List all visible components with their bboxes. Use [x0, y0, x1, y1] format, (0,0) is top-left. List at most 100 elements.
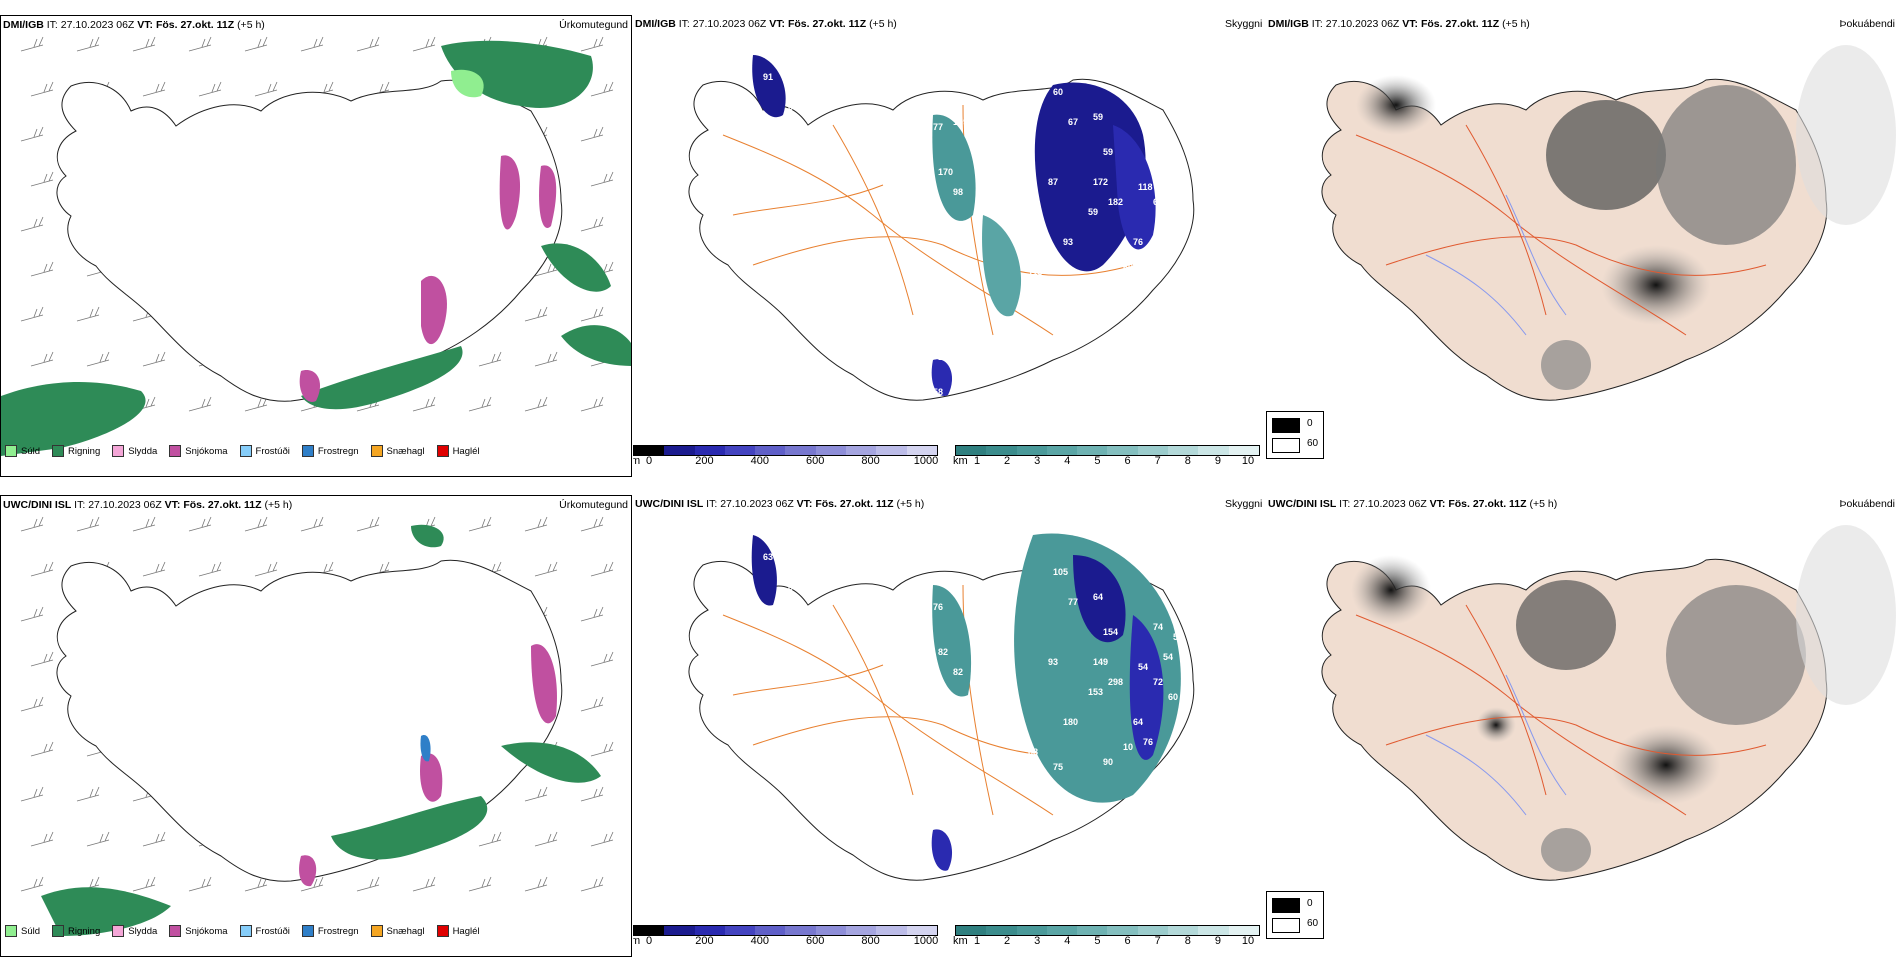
- legend-label: Frostregn: [317, 445, 359, 457]
- wind-barb: [20, 126, 44, 142]
- legend-swatch: [112, 925, 125, 937]
- wind-barb: [188, 516, 212, 532]
- rivers: [1425, 194, 1567, 336]
- variable-title: Úrkomutegund: [559, 19, 628, 31]
- legend-item: Rigning: [52, 445, 100, 457]
- colorbar-tick: 1000: [913, 935, 939, 947]
- wind-barb: [580, 216, 604, 232]
- colorbar-segment: [1228, 926, 1259, 935]
- wind-barb: [356, 516, 380, 532]
- visibility-km-colorbar: km 1 2 3 4 5 6 7 8 9 10: [953, 925, 1260, 949]
- legend-label: Súld: [21, 925, 41, 937]
- colorbar-tick: 1: [973, 455, 981, 467]
- wind-barb: [244, 516, 268, 532]
- colorbar-tick: 2: [1004, 455, 1011, 467]
- colorbar-segment: [876, 926, 907, 935]
- visibility-label: 60: [1123, 262, 1133, 272]
- visibility-label: 154: [1103, 627, 1118, 637]
- colorbar-tick: 4: [1064, 455, 1071, 467]
- variable-title: Þokuábendi: [1839, 18, 1895, 30]
- visibility-label: 59: [1093, 112, 1103, 122]
- wind-barb: [580, 606, 604, 622]
- colorbar-tick: 8: [1184, 455, 1191, 467]
- colorbar-segment: [1168, 926, 1199, 935]
- colorbar-tick: 10: [1241, 455, 1255, 467]
- visibility-label: 49: [1153, 142, 1163, 152]
- visibility-label: 91: [763, 72, 773, 82]
- visibility-label: 74: [1163, 172, 1173, 182]
- variable-title: Úrkomutegund: [559, 499, 628, 511]
- legend-label: Rigning: [68, 925, 101, 937]
- legend-swatch: [5, 445, 17, 457]
- colorbar-tick: 600: [806, 455, 825, 467]
- legend-swatch: [301, 925, 314, 937]
- visibility-label: 118: [1138, 182, 1153, 192]
- wind-barb: [590, 831, 614, 847]
- fog-map: [1321, 45, 1896, 401]
- legend-item: Frostregn: [301, 445, 359, 457]
- legend-item: Snæhagl: [370, 925, 425, 937]
- fog-legend: 0 60: [1266, 411, 1324, 459]
- wind-barb: [30, 261, 54, 277]
- legend-item: Rigning: [52, 925, 100, 937]
- colorbar-tick: 5: [1094, 455, 1101, 467]
- visibility-label: 109: [953, 117, 968, 127]
- wind-barb: [300, 36, 324, 52]
- visibility-m-colorbar: m 0 200 400 600 800 1000: [633, 925, 938, 949]
- colorbar-unit: km: [953, 455, 968, 467]
- visibility-label: 170: [938, 167, 953, 177]
- variable-title: Þokuábendi: [1839, 498, 1895, 510]
- colorbar-segment: [724, 446, 756, 455]
- colorbar-tick: 7: [1154, 935, 1161, 947]
- visibility-label: 54: [1138, 662, 1148, 672]
- visibility-label: 180: [1063, 717, 1078, 727]
- visibility-label: 82: [953, 667, 963, 677]
- legend-item: Slydda: [112, 925, 157, 937]
- wind-barb: [30, 741, 54, 757]
- wind-barb: [534, 351, 558, 367]
- colorbar-segment: [724, 926, 756, 935]
- rain-areas: [1, 40, 631, 456]
- road-network: [1355, 124, 1767, 336]
- visibility-label: 61: [1153, 197, 1163, 207]
- colorbar-unit: km: [953, 935, 968, 947]
- visibility-label: 93: [1063, 237, 1073, 247]
- legend-swatch: [436, 925, 449, 937]
- colorbar-segment: [694, 926, 725, 935]
- legend-label: Snjókoma: [185, 445, 228, 457]
- colorbar-segment: [876, 446, 907, 455]
- colorbar-tick: 7: [1154, 455, 1161, 467]
- visibility-label: 77: [933, 122, 943, 132]
- colorbar-segment: [755, 446, 786, 455]
- wind-barb: [76, 786, 100, 802]
- colorbar-segment: [956, 926, 987, 935]
- wind-barb: [20, 696, 44, 712]
- colorbar-tick: 3: [1034, 455, 1041, 467]
- legend-label: Rigning: [68, 445, 101, 457]
- legend-swatch: [436, 445, 449, 457]
- legend-item: Súld: [5, 445, 40, 457]
- visibility-label: 60: [1168, 692, 1178, 702]
- wind-barb: [524, 786, 548, 802]
- colorbar-segment: [956, 446, 987, 455]
- wind-barb: [468, 876, 492, 892]
- visibility-label: 172: [1093, 177, 1108, 187]
- colorbar-segment: [986, 446, 1017, 455]
- visibility-label: 55: [1173, 632, 1183, 642]
- visibility-label: 93: [1048, 657, 1058, 667]
- wind-barb: [590, 741, 614, 757]
- wind-barb: [580, 876, 604, 892]
- colorbar-tick: 3: [1034, 935, 1041, 947]
- legend-item: Snjókoma: [169, 445, 228, 457]
- wind-barb: [76, 516, 100, 532]
- colorbar-segment: [1168, 446, 1199, 455]
- colorbar-tick: 6: [1124, 455, 1131, 467]
- colorbar-segment: [1107, 446, 1138, 455]
- legend-label: Frostregn: [317, 925, 359, 937]
- wind-barb: [76, 306, 100, 322]
- wind-barb: [356, 36, 380, 52]
- colorbar-segment: [785, 926, 816, 935]
- panel-header: UWC/DINI ISL IT: 27.10.2023 06Z VT: Fös.…: [1268, 498, 1558, 510]
